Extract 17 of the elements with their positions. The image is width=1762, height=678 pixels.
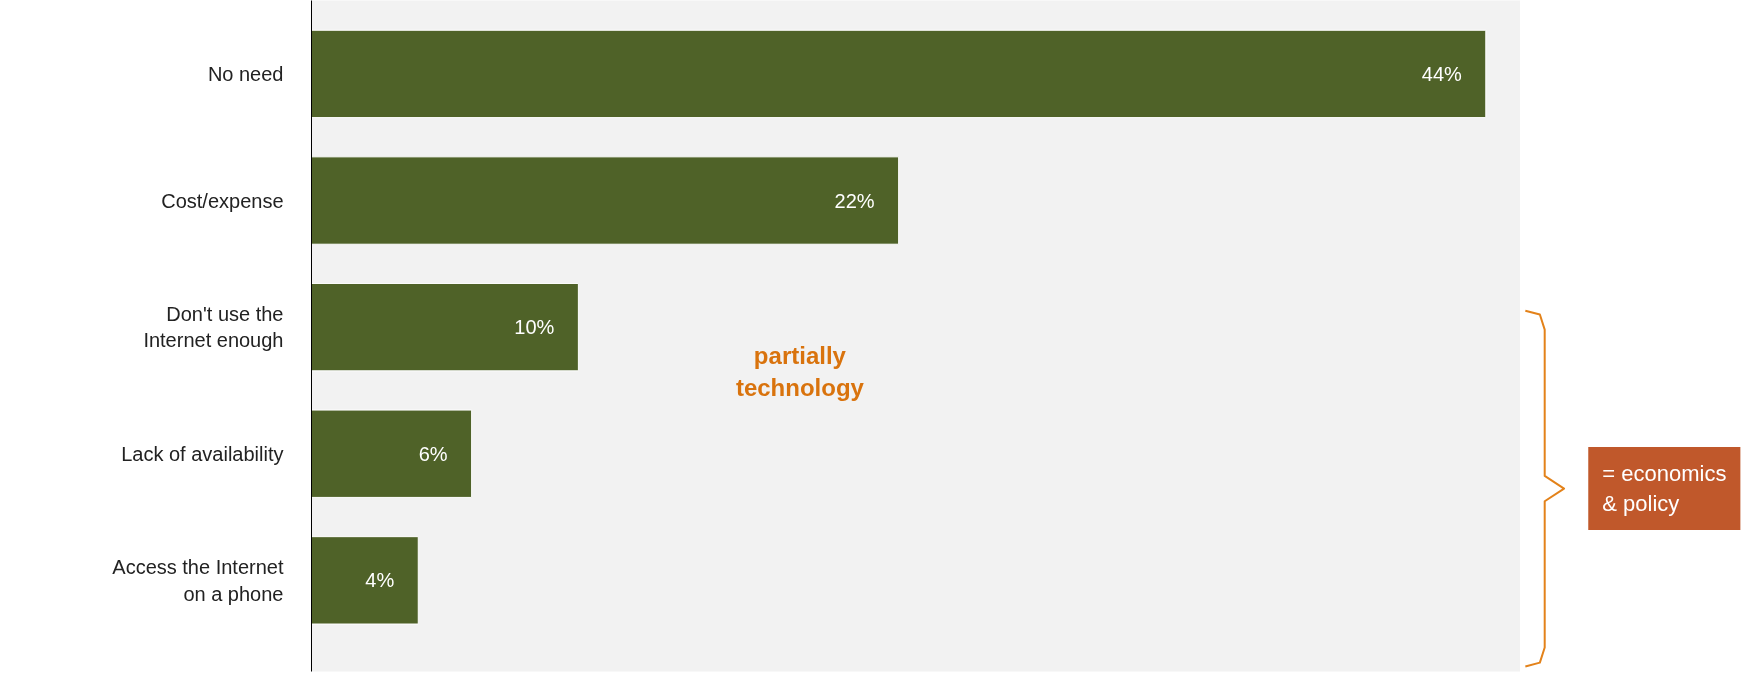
bar [311, 29, 1487, 119]
data-label: 6% [418, 442, 448, 465]
bar [311, 536, 419, 625]
data-label: 22% [834, 189, 875, 212]
y-tick-label: Access the Internet on a phone [112, 556, 284, 605]
text: = economics & policy [1602, 461, 1727, 517]
data-label: 44% [1421, 62, 1463, 85]
y-tick-label: Don't use the Internet enough [143, 302, 284, 352]
bar [311, 282, 579, 372]
bar [311, 409, 473, 498]
data-label: 10% [514, 316, 555, 339]
y-tick-label: Lack of availability [121, 442, 284, 465]
y-tick-label: No need [207, 62, 284, 85]
y-tick-label: Cost/expense [161, 189, 284, 212]
annotation: partially technology [735, 341, 865, 402]
data-label: 4% [365, 569, 395, 592]
bar [311, 156, 900, 245]
